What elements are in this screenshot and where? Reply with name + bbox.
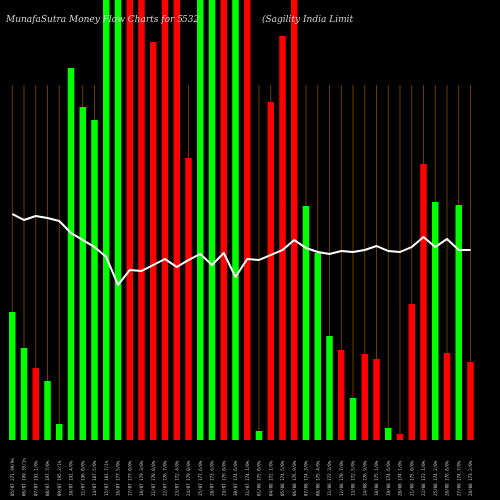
chart-title-left: MunafaSutra Money Flow Charts for 5 [5,15,183,25]
x-tick-label: 08/08 175.4/0% [315,460,320,496]
bar-up [197,0,204,440]
x-tick-label: 28/07 173.6/0% [210,460,215,496]
bar-down [138,0,145,440]
chart-title-right: (Sagility India Limit [262,14,353,25]
bar-down [291,0,298,440]
bar-down [173,0,180,440]
bar-up [385,428,392,440]
x-tick-label: 25/08 174.2/0% [433,460,438,496]
x-tick-label: 06/08 176.9/0% [292,460,297,496]
chart-title-code: 532 [182,15,199,25]
bar-down [361,354,368,440]
bar-down [373,359,380,440]
bar-up [208,0,216,440]
x-tick-label: 17/07 177.0/0% [127,460,132,496]
bar-down [443,353,451,440]
x-tick-label: 07/07 192.1/0% [33,460,38,496]
bar-up [9,312,16,440]
x-tick-label: 11/08 172.3/0% [327,460,332,496]
bar-down [150,42,157,440]
x-tick-label: 13/08 172.5/0% [351,460,356,496]
x-tick-label: 09/07 195.2/1% [57,460,62,496]
bar-down [161,0,169,440]
bar-up [114,0,122,440]
bar-up [44,381,51,440]
x-tick-label: 05/07 271.99/9% [10,458,15,496]
bar-down [279,36,286,440]
bar-up [20,348,28,440]
x-tick-label: 14/08 176.9/0% [362,460,367,496]
x-tick-label: 28/08 173.2/0% [468,460,473,496]
x-tick-label: 12/08 170.7/0% [339,460,344,496]
bar-down [185,158,192,440]
x-tick-label: 21/08 175.0/0% [409,460,414,496]
x-tick-label: 30/07 174.6/0% [233,460,238,496]
bar-down [338,350,345,440]
bar-up [432,202,439,440]
x-tick-label: 14/07 187.5/0% [92,460,97,496]
x-tick-label: 01/08 175.0/0% [257,460,262,496]
x-tick-label: 05/08 174.5/0% [280,460,285,496]
bar-up [232,0,239,440]
bar-up [91,120,98,440]
x-tick-label: 29/07 176.0/0% [221,460,226,496]
x-tick-label: 21/07 170.0/0% [151,460,156,496]
x-tick-label: 22/07 176.7/0% [163,460,168,496]
x-tick-label: 25/07 177.6/0% [198,460,203,496]
x-tick-label: 10/07 192.4/0% [69,460,74,496]
x-tick-label: 06/07 199.35/1% [22,458,27,496]
bar-up [302,206,310,440]
x-tick-label: 22/08 172.1/0% [421,460,426,496]
x-tick-label: 31/07 174.1/0% [245,460,250,496]
price-line-layer [11,213,471,286]
x-tick-label: 20/08 174.1/0% [398,460,403,496]
x-tick-label: 27/08 174.7/0% [456,460,461,496]
x-tick-label: 18/07 179.3/0% [139,460,144,496]
bar-down [420,164,427,440]
bar-down [467,362,474,440]
bar-down [244,0,251,440]
x-tick-label: 18/08 175.1/0% [374,460,379,496]
bar-up [79,107,86,440]
x-tick-labels: 05/07 271.99/9% 06/07 199.35/1% 07/07 192.… [10,458,473,496]
x-tick-label: 15/07 181.7/1% [104,460,109,496]
x-tick-label: 11/07 196.0/0% [80,460,85,496]
bar-down [32,368,39,440]
bar-down [126,0,133,440]
bar-up [103,0,110,440]
bar-up [455,205,462,440]
bar-up [349,398,357,440]
x-tick-label: 07/08 174.3/0% [304,460,309,496]
bar-down [220,0,227,440]
bar-up [314,253,321,440]
x-tick-label: 08/07 197.7/0% [45,460,50,496]
bar-down [267,102,274,440]
x-tick-label: 16/07 177.5/0% [116,460,121,496]
bar-up [255,431,263,440]
x-tick-label: 26/08 176.8/0% [445,460,450,496]
x-tick-label: 23/07 172.4/0% [174,460,179,496]
x-tick-label: 19/08 174.6/0% [386,460,391,496]
x-tick-label: 24/07 179.0/0% [186,460,191,496]
x-tick-label: 04/08 172.1/0% [268,460,273,496]
bar-up [67,68,75,440]
bars [9,0,474,440]
bar-down [396,434,404,440]
bar-up [56,424,63,440]
bar-down [408,304,415,440]
price-line [11,213,471,286]
bar-up [326,336,333,440]
